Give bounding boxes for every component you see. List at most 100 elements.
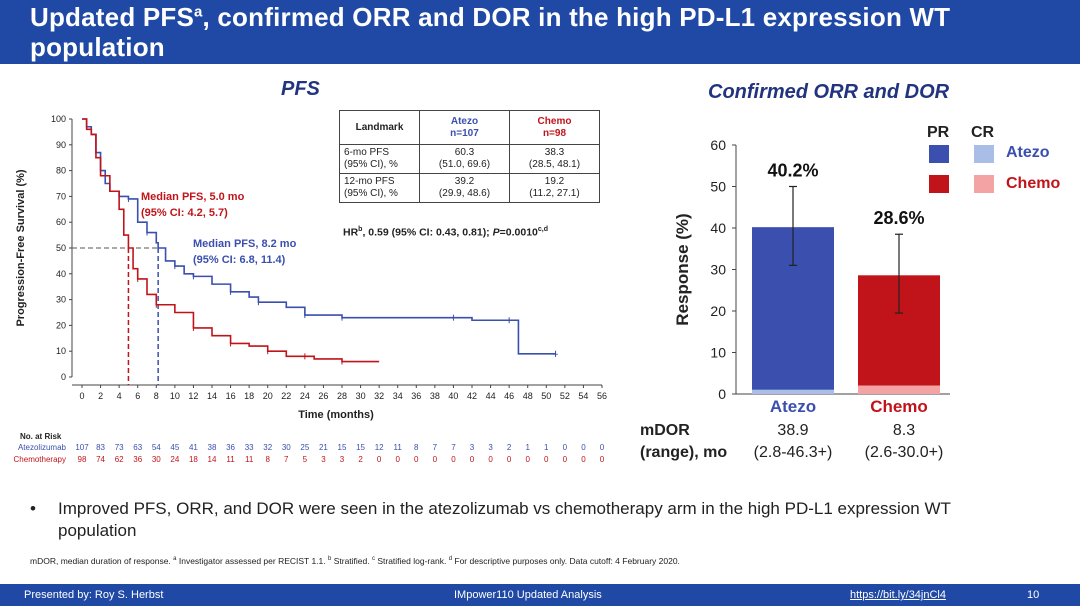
risk-count: 7: [451, 443, 456, 452]
risk-count: 14: [207, 455, 217, 464]
x-tick-label: 28: [337, 391, 347, 401]
x-tick-label: 6: [135, 391, 140, 401]
y-tick-label: 20: [56, 320, 66, 330]
x-tick-label: 38: [430, 391, 440, 401]
atezo-median-label: Median PFS, 8.2 mo: [193, 238, 297, 250]
x-axis-label: Time (months): [298, 409, 374, 421]
risk-title: No. at Risk: [20, 432, 62, 441]
risk-count: 0: [376, 455, 382, 464]
atezo-orr-label: 40.2%: [767, 161, 818, 181]
risk-count: 0: [581, 455, 586, 464]
orr-title: Confirmed ORR and DOR: [708, 81, 950, 103]
chemo-median-ci: (95% CI: 4.2, 5.7): [141, 207, 228, 219]
risk-count: 24: [170, 455, 180, 464]
y-tick-label: 10: [710, 345, 726, 361]
page-number: 10: [1027, 589, 1040, 601]
mdor-label: mDOR: [640, 422, 690, 439]
risk-count: 11: [226, 455, 235, 464]
chemo-cr-bar: [858, 385, 940, 394]
risk-count: 12: [374, 443, 384, 452]
y-tick-label: 70: [56, 191, 66, 201]
study-name: IMpower110 Updated Analysis: [454, 589, 602, 601]
x-tick-label: 32: [374, 391, 384, 401]
risk-count: 0: [599, 455, 605, 464]
risk-count: 32: [263, 443, 273, 452]
risk-count: 45: [170, 443, 180, 452]
risk-count: 63: [133, 443, 143, 452]
y-tick-label: 50: [56, 243, 66, 253]
risk-count: 7: [284, 455, 289, 464]
y-tick-label: 10: [56, 346, 66, 356]
y-tick-label: 100: [51, 114, 66, 124]
atezo-cr-bar: [752, 389, 834, 394]
chemo-orr-label: 28.6%: [873, 208, 924, 228]
risk-count: 1: [544, 443, 549, 452]
legend-atezo-pr-swatch: [929, 145, 949, 163]
risk-count: 1: [525, 443, 530, 452]
x-tick-label: 12: [188, 391, 198, 401]
y-tick-label: 0: [61, 372, 66, 382]
risk-count: 83: [96, 443, 106, 452]
x-tick-label: 24: [300, 391, 310, 401]
y-tick-label: 80: [56, 166, 66, 176]
x-tick-label: 30: [356, 391, 366, 401]
footer-bar: Presented by: Roy S. Herbst IMpower110 U…: [0, 584, 1080, 606]
table-row: 12-mo PFS (95% CI), % 39.2 (29.9, 48.6) 19…: [339, 173, 600, 203]
x-tick-label: 42: [467, 391, 477, 401]
mdor-atezo-range: (2.8-46.3+): [753, 444, 833, 461]
risk-count: 33: [244, 443, 254, 452]
mdor-chemo-value: 8.3: [892, 422, 916, 439]
risk-count: 18: [188, 455, 198, 464]
y-tick-label: 30: [56, 295, 66, 305]
chemo-category-label: Chemo: [870, 397, 928, 416]
y-axis-label: Response (%): [673, 213, 692, 325]
x-tick-label: 48: [523, 391, 533, 401]
y-tick-label: 40: [56, 269, 66, 279]
x-tick-label: 4: [117, 391, 122, 401]
legend-cr: CR: [971, 124, 995, 141]
legend-chemo-pr-swatch: [929, 175, 949, 193]
landmark-header: Landmark: [339, 110, 420, 145]
risk-count: 0: [488, 455, 493, 464]
risk-count: 74: [96, 455, 106, 464]
risk-chemo-label: Chemotherapy: [13, 455, 66, 464]
risk-count: 0: [414, 455, 419, 464]
risk-count: 11: [244, 455, 254, 464]
risk-count: 5: [302, 455, 308, 464]
risk-count: 3: [321, 455, 326, 464]
risk-atezo-label: Atezolizumab: [17, 443, 66, 452]
x-tick-label: 34: [393, 391, 403, 401]
risk-count: 2: [358, 455, 363, 464]
risk-count: 25: [300, 443, 310, 452]
risk-count: 0: [506, 455, 512, 464]
footnote: mDOR, median duration of response. a Inv…: [30, 556, 680, 566]
y-tick-label: 50: [710, 179, 726, 195]
y-tick-label: 60: [710, 137, 726, 153]
risk-count: 21: [318, 443, 328, 452]
mdor-atezo-value: 38.9: [777, 422, 809, 439]
x-tick-label: 36: [411, 391, 421, 401]
x-tick-label: 20: [263, 391, 273, 401]
risk-count: 54: [151, 443, 161, 452]
risk-count: 3: [339, 455, 345, 464]
x-tick-label: 10: [170, 391, 180, 401]
legend-atezo: Atezo: [1006, 144, 1050, 161]
x-tick-label: 50: [541, 391, 551, 401]
risk-count: 3: [488, 443, 493, 452]
risk-count: 98: [77, 455, 87, 464]
risk-count: 0: [469, 455, 475, 464]
mdor-range-label: (range), mo: [640, 444, 728, 461]
atezo-header: Atezo n=107: [419, 110, 510, 145]
x-tick-label: 44: [486, 391, 496, 401]
presenter: Presented by: Roy S. Herbst: [24, 589, 164, 601]
risk-count: 36: [133, 455, 143, 464]
x-tick-label: 52: [560, 391, 570, 401]
y-tick-label: 0: [718, 386, 726, 402]
risk-count: 0: [432, 455, 438, 464]
risk-count: 3: [469, 443, 475, 452]
hazard-ratio: HRb, 0.59 (95% CI: 0.43, 0.81); P=0.0010…: [343, 226, 548, 239]
link[interactable]: https://bit.ly/34jnCl4: [850, 589, 946, 601]
x-tick-label: 56: [597, 391, 607, 401]
risk-count: 15: [356, 443, 366, 452]
